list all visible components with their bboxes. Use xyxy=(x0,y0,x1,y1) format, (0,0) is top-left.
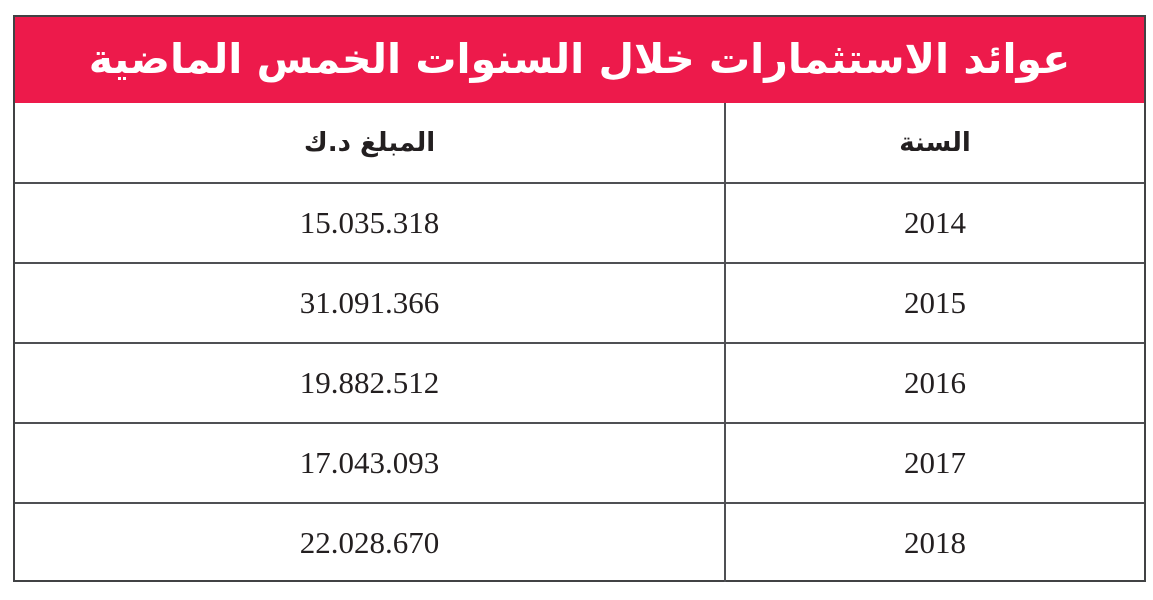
year-value: 2016 xyxy=(724,344,1144,422)
investment-returns-table: عوائد الاستثمارات خلال السنوات الخمس الم… xyxy=(13,15,1146,582)
amount-value: 15.035.318 xyxy=(299,205,440,240)
amount-value: 17.043.093 xyxy=(299,445,440,480)
table-title: عوائد الاستثمارات خلال السنوات الخمس الم… xyxy=(15,17,1144,103)
table-row-2015: 2015 31.091.366 xyxy=(15,262,1144,342)
year-value: 2017 xyxy=(724,424,1144,502)
year-column-header: السنة xyxy=(724,103,1144,182)
header-row: السنة المبلغ د.ك xyxy=(15,103,1144,182)
year-value: 2014 xyxy=(724,184,1144,262)
table-row-2018: 2018 22.028.670 xyxy=(15,502,1144,582)
year-value: 2018 xyxy=(724,504,1144,582)
amount-column-header: المبلغ د.ك xyxy=(303,127,436,158)
table-grid: السنة المبلغ د.ك 2014 15.035.318 2015 31… xyxy=(15,103,1144,582)
table-row-2017: 2017 17.043.093 xyxy=(15,422,1144,502)
year-value: 2015 xyxy=(724,264,1144,342)
table-row-2016: 2016 19.882.512 xyxy=(15,342,1144,422)
table-row-2014: 2014 15.035.318 xyxy=(15,182,1144,262)
amount-value: 22.028.670 xyxy=(299,525,440,560)
amount-value: 19.882.512 xyxy=(299,365,440,400)
amount-value: 31.091.366 xyxy=(299,285,440,320)
